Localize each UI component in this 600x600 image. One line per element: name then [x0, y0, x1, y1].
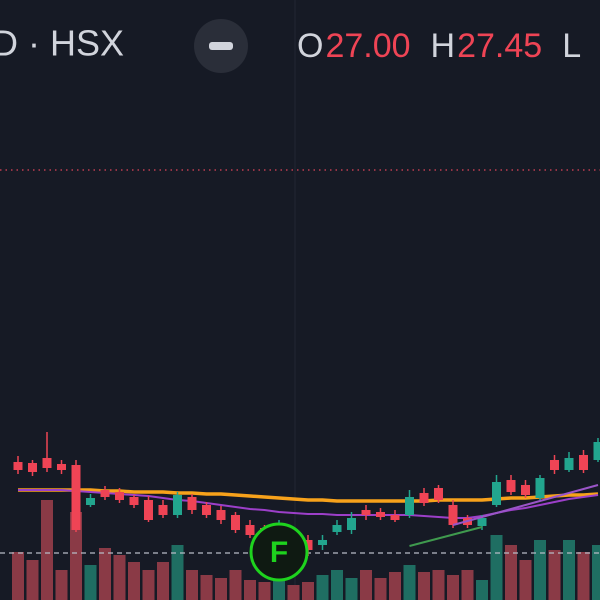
- candle-body: [332, 525, 342, 532]
- volume-bar: [113, 555, 126, 600]
- volume-bar: [229, 570, 242, 600]
- candle-body: [57, 464, 66, 470]
- ohlc-label: L: [562, 27, 581, 65]
- volume-bar: [447, 575, 459, 600]
- candle-body: [318, 540, 327, 545]
- candle-body: [187, 497, 197, 510]
- candle-body: [405, 497, 414, 515]
- volume-bar: [55, 570, 68, 600]
- event-badge-label: F: [270, 536, 288, 569]
- plot: F: [0, 169, 600, 600]
- candle-body: [448, 505, 458, 525]
- volume-bar: [345, 578, 358, 600]
- volume-bar: [577, 552, 590, 600]
- volume-bar: [142, 570, 155, 600]
- candle-body: [535, 478, 545, 498]
- volume-bar: [548, 550, 561, 600]
- volume-bar: [360, 570, 372, 600]
- candle-body: [115, 492, 124, 500]
- volume-bar: [171, 545, 184, 600]
- volume-bar: [563, 540, 575, 600]
- volume-bar: [215, 578, 227, 600]
- volume-bar: [41, 500, 53, 600]
- candle-body: [579, 455, 588, 470]
- ohlc-value: 27.00: [325, 27, 410, 65]
- candle-body: [158, 505, 168, 515]
- volume-bar: [389, 572, 401, 600]
- candle-body: [376, 512, 385, 517]
- candle-body: [173, 495, 182, 515]
- volume-bar: [476, 580, 488, 600]
- volume-bar: [157, 562, 169, 600]
- ohlc-label: O: [297, 27, 323, 65]
- volume-bar: [505, 545, 517, 600]
- volume-bar: [331, 570, 343, 600]
- candle-body: [100, 490, 110, 497]
- volume-bar: [70, 512, 82, 600]
- candle-body: [129, 497, 139, 505]
- volume-bar: [26, 560, 39, 600]
- candle-body: [347, 518, 356, 530]
- volume-bar: [287, 585, 300, 600]
- candle-body: [13, 462, 23, 470]
- volume-bar: [461, 570, 474, 600]
- candle-body: [202, 505, 211, 515]
- volume-bar: [84, 565, 97, 600]
- candle-body: [361, 510, 371, 515]
- volume-bar: [418, 572, 430, 600]
- candle-body: [477, 518, 487, 526]
- candle-body: [42, 458, 52, 468]
- candle-body: [419, 493, 429, 503]
- candle-body: [245, 525, 255, 535]
- candle-body: [231, 515, 240, 530]
- candle-body: [593, 442, 600, 460]
- volume-bar: [316, 575, 329, 600]
- candle-body: [144, 500, 153, 520]
- candle-body: [71, 465, 81, 530]
- candle-body: [28, 463, 37, 472]
- volume-bar: [374, 578, 387, 600]
- trendline: [452, 484, 599, 526]
- candle-body: [390, 515, 400, 520]
- ohlc-value: 27.45: [457, 27, 542, 65]
- volume-bar: [534, 540, 546, 600]
- volume-bar: [490, 535, 503, 600]
- candle-body: [564, 458, 574, 470]
- volume-bar: [200, 575, 213, 600]
- volume-bar: [519, 560, 532, 600]
- candle-body: [492, 482, 501, 505]
- candle-body: [521, 485, 530, 495]
- trendline: [409, 526, 483, 547]
- volume-bar: [432, 570, 445, 600]
- volume-bar: [592, 545, 600, 600]
- ohlc-label: H: [431, 27, 456, 65]
- volume-bar: [12, 552, 24, 600]
- volume-bar: [128, 562, 140, 600]
- candle-body: [86, 498, 95, 505]
- candle-body: [506, 480, 516, 492]
- volume-bar: [186, 570, 198, 600]
- header: D · HSX O 27.00 H 27.45 L: [0, 19, 581, 73]
- collapse-icon: [209, 42, 233, 50]
- candle-body: [303, 540, 313, 550]
- candle-body: [216, 510, 226, 520]
- volume-bar: [302, 582, 314, 600]
- volume-bar: [99, 548, 111, 600]
- candle-body: [434, 488, 443, 500]
- volume-bar: [258, 582, 271, 600]
- volume-bar: [244, 580, 256, 600]
- moving-average: [18, 488, 599, 503]
- candle-body: [550, 460, 559, 470]
- volume-bar: [403, 565, 416, 600]
- event-badge: [249, 522, 309, 582]
- symbol: D · HSX: [0, 23, 124, 64]
